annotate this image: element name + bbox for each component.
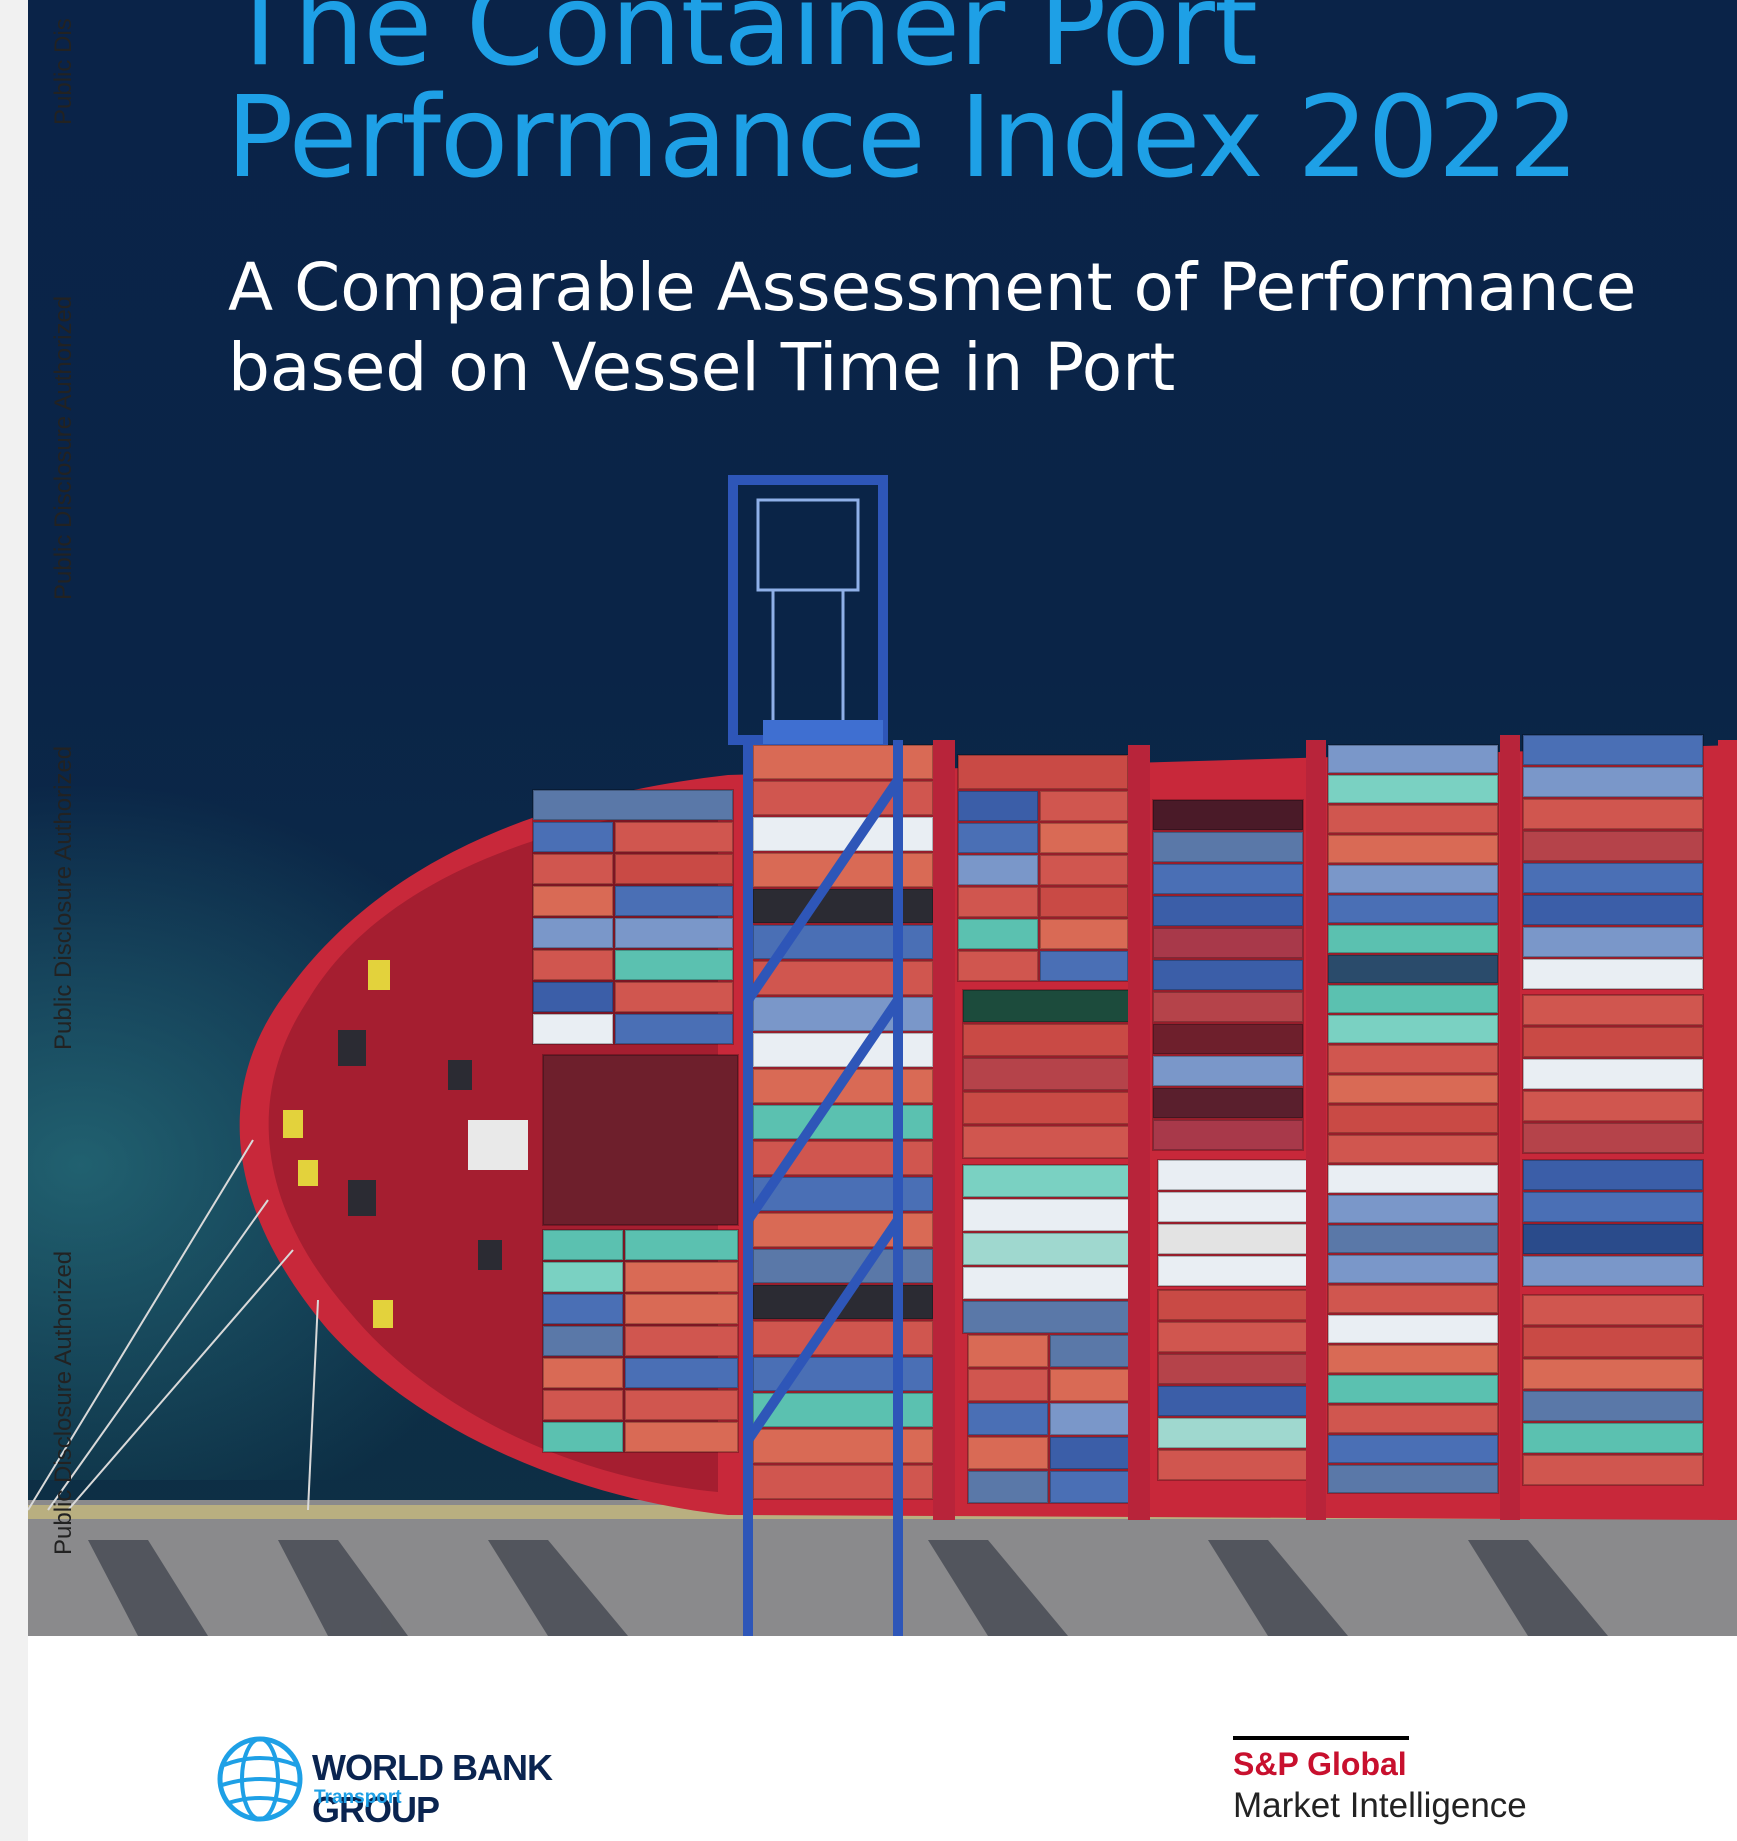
- disclosure-watermark-4: Public Disclosure Authorized: [50, 1250, 77, 1555]
- cover-title: The Container Port Performance Index 202…: [226, 0, 1579, 203]
- sp-global-name: S&P Global: [1233, 1746, 1407, 1782]
- disclosure-watermark-3: Public Disclosure Authorized: [50, 745, 77, 1050]
- disclosure-watermark-2: Public Disclosure Authorized: [50, 295, 77, 600]
- sp-logo-bar: [1233, 1736, 1409, 1740]
- world-bank-name: WORLD BANK GROUP: [312, 1747, 553, 1830]
- disclosure-watermark-1: Public Dis: [50, 18, 77, 125]
- world-bank-sub: Transport: [314, 1787, 402, 1808]
- world-bank-group-logo: WORLD BANK GROUP Transport: [216, 1735, 676, 1830]
- globe-icon: [217, 1736, 303, 1822]
- cover-image: The Container Port Performance Index 202…: [28, 0, 1737, 1636]
- cover-subtitle: A Comparable Assessment of Performance b…: [228, 249, 1637, 406]
- left-margin-strip: [0, 0, 28, 1841]
- sp-global-logo: S&P Global Market Intelligence: [1233, 1736, 1563, 1826]
- ship-aerial-photo: [28, 475, 1737, 1636]
- quay: [28, 1500, 1737, 1636]
- sp-global-sub: Market Intelligence: [1233, 1786, 1527, 1825]
